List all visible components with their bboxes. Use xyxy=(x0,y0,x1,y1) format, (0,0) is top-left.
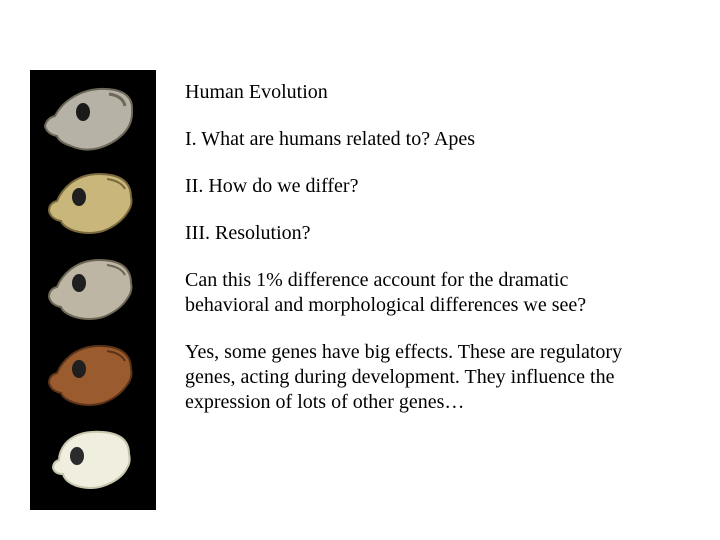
outline-item-2: II. How do we differ? xyxy=(185,174,655,199)
slide-title: Human Evolution xyxy=(185,80,655,105)
skull-homo-sapiens-icon xyxy=(34,422,152,500)
outline-item-1: I. What are humans related to? Apes xyxy=(185,127,655,152)
body-paragraph-2: Yes, some genes have big effects. These … xyxy=(185,340,655,415)
skull-homo-habilis-icon xyxy=(34,251,152,329)
skull-homo-erectus-icon xyxy=(34,337,152,415)
body-paragraph-1: Can this 1% difference account for the d… xyxy=(185,268,655,318)
skull-image-column xyxy=(30,70,156,510)
slide: Human Evolution I. What are humans relat… xyxy=(0,0,720,540)
outline-item-3: III. Resolution? xyxy=(185,221,655,246)
skull-ape-icon xyxy=(34,80,152,158)
skull-australopith-icon xyxy=(34,165,152,243)
text-content: Human Evolution I. What are humans relat… xyxy=(185,80,655,437)
